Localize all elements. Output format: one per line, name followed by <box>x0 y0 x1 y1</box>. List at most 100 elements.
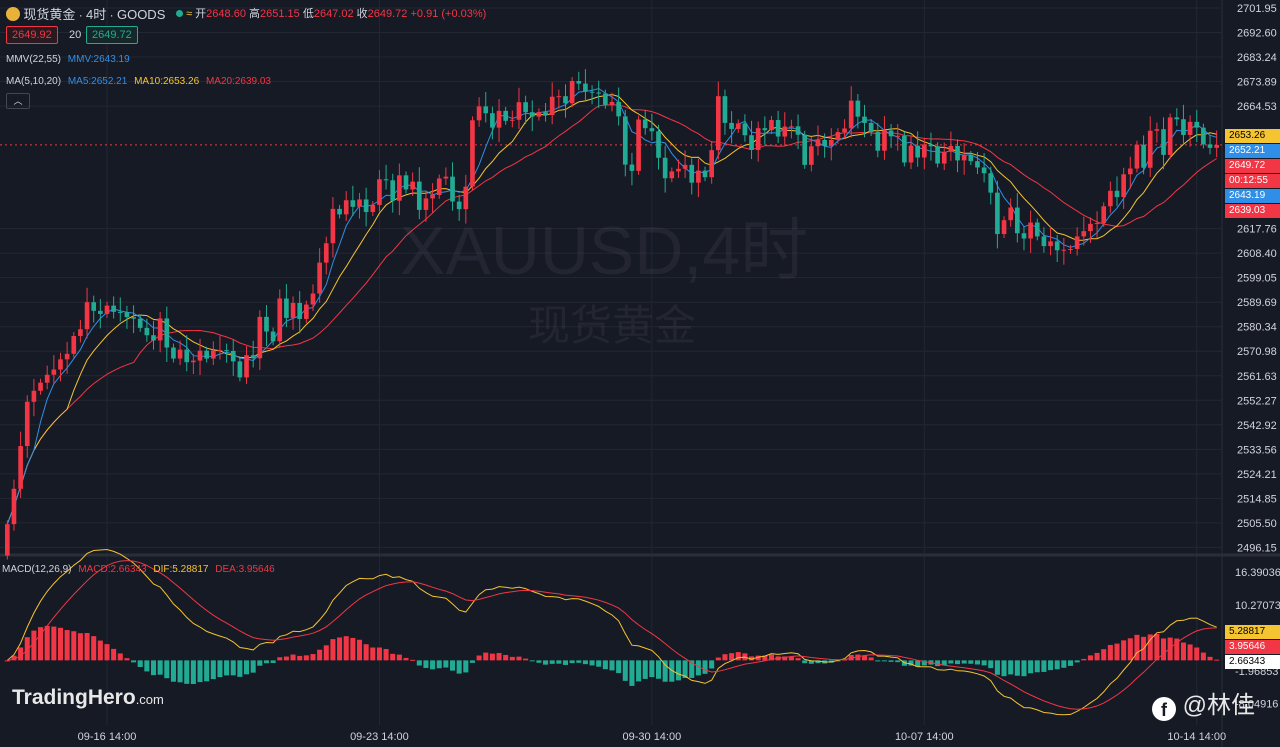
macd-bar <box>350 637 356 661</box>
candle-body <box>1068 248 1073 250</box>
candle-body <box>1121 174 1126 198</box>
candle-body <box>237 361 243 378</box>
macd-bar <box>543 660 549 665</box>
candlestick-series <box>4 69 1220 560</box>
macd-bar <box>735 652 741 661</box>
macd-bar <box>589 660 595 666</box>
macd-bar <box>396 654 402 661</box>
candle-body <box>363 199 369 213</box>
candle-body <box>669 171 675 179</box>
macd-bar <box>662 660 668 682</box>
macd-bar <box>795 658 801 661</box>
macd-bar <box>1174 638 1180 661</box>
candle-body <box>1134 144 1140 169</box>
candle-body <box>702 170 708 178</box>
macd-bar <box>523 658 529 661</box>
candle-body <box>715 96 721 151</box>
candle-body <box>1114 190 1120 198</box>
symbol-header[interactable]: 现货黄金 · 4时 · GOODS <box>6 4 165 23</box>
macd-bar <box>410 659 416 661</box>
candle-body <box>443 176 449 179</box>
macd-bar <box>310 654 316 661</box>
price-tick-label: 2514.85 <box>1237 493 1277 505</box>
macd-bar <box>91 636 97 661</box>
candle-body <box>277 298 283 342</box>
candle-body <box>855 100 861 117</box>
macd-bar <box>18 647 24 661</box>
candle-body <box>343 200 349 215</box>
candle-body <box>1034 222 1040 237</box>
candle-body <box>988 173 994 193</box>
candle-body <box>1001 220 1007 235</box>
macd-bar <box>981 660 987 666</box>
ma-legend[interactable]: MA(5,10,20) MA5:2652.21 MA10:2653.26 MA2… <box>6 76 271 87</box>
candle-body <box>809 146 814 165</box>
candle-body <box>104 305 110 314</box>
tilde-icon: ≈ <box>186 8 193 20</box>
macd-bar <box>549 660 555 664</box>
candle-body <box>397 175 402 201</box>
candle-body <box>908 145 914 163</box>
macd-bar <box>370 647 376 661</box>
candle-body <box>164 318 170 348</box>
macd-bar <box>449 660 456 671</box>
candle-body <box>470 120 475 187</box>
price-tick-label: 2589.69 <box>1237 297 1277 309</box>
candle-body <box>941 151 947 164</box>
brand-suffix: .com <box>135 692 164 707</box>
candle-body <box>456 201 462 210</box>
mmv-legend[interactable]: MMV(22,55) MMV:2643.19 <box>6 54 130 65</box>
candle-body <box>888 130 894 137</box>
candle-body <box>496 110 502 128</box>
close-label: 收 <box>356 8 368 20</box>
macd-bar <box>1028 660 1034 674</box>
status-dot-icon <box>176 10 183 17</box>
macd-bar <box>250 660 256 673</box>
macd-bar <box>1001 660 1007 677</box>
macd-bar <box>390 653 396 661</box>
macd-bar <box>124 658 130 661</box>
candle-body <box>563 96 568 104</box>
macd-bar <box>1127 638 1133 661</box>
candle-body <box>503 110 509 121</box>
macd-bar <box>77 633 83 661</box>
candle-body <box>589 91 595 93</box>
dea-value: DEA:3.95646 <box>215 564 275 575</box>
macd-bar <box>323 645 329 661</box>
dea-line <box>7 560 1217 710</box>
mmv-value: MMV:2643.19 <box>67 54 130 65</box>
time-tick-label: 09-30 14:00 <box>623 731 682 743</box>
candle-body <box>490 113 495 128</box>
macd-bar <box>31 630 37 661</box>
macd-bar <box>782 656 788 661</box>
sell-button[interactable]: 2649.92 <box>6 26 58 44</box>
candle-body <box>762 128 768 131</box>
macd-legend[interactable]: MACD(12,26,9) MACD:2.66343 DIF:5.28817 D… <box>2 564 275 575</box>
candle-body <box>317 262 322 294</box>
candle-body <box>1127 168 1133 175</box>
collapse-legend-button[interactable]: ︿ <box>6 93 30 109</box>
buy-button[interactable]: 2649.72 <box>86 26 138 44</box>
macd-bar <box>669 660 675 682</box>
candle-body <box>1021 233 1027 239</box>
candle-body <box>1088 223 1093 232</box>
timeframe[interactable]: 4时 <box>86 7 107 22</box>
macd-bar <box>702 660 708 674</box>
macd-bar <box>1147 634 1153 661</box>
candle-body <box>436 178 442 195</box>
macd-bar <box>961 660 967 664</box>
macd-bar <box>337 637 343 661</box>
price-tick-label: 2570.98 <box>1237 346 1277 358</box>
price-axis: 2701.95 2692.60 2683.24 2673.89 2664.53 2617.… <box>78 3 1280 743</box>
macd-bar <box>177 660 183 683</box>
macd-bar <box>868 657 874 661</box>
macd-bar <box>1094 652 1100 661</box>
macd-bar <box>170 660 176 682</box>
price-tick-label: 2617.76 <box>1237 224 1277 236</box>
candle-body <box>696 170 701 183</box>
macd-bar <box>303 655 309 661</box>
candle-body <box>1028 222 1033 239</box>
macd-bar <box>616 660 622 674</box>
candle-body <box>284 298 289 318</box>
